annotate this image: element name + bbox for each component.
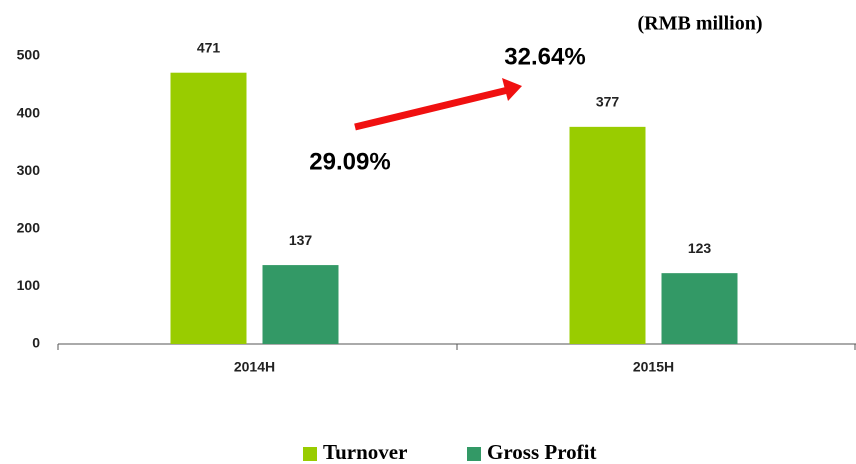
y-tick-label: 300 [17,162,41,178]
y-tick-label: 100 [17,277,41,293]
data-label: 471 [197,39,221,55]
bar [569,126,646,345]
y-tick-label: 0 [32,335,40,351]
legend-label: Gross Profit [487,440,596,464]
x-tick-label: 2014H [234,359,275,375]
annotation: 29.09% [309,148,390,175]
growth-arrow [354,86,509,131]
unit-label: (RMB million) [638,13,763,35]
data-label: 137 [289,232,313,248]
data-label: 123 [688,240,712,256]
bar [661,273,738,344]
bar [170,72,247,344]
y-tick-label: 500 [17,47,41,63]
legend-swatch [467,447,481,461]
data-label: 377 [596,94,620,110]
y-tick-label: 400 [17,104,41,120]
arrow-head [502,78,522,101]
legend-label: Turnover [323,440,407,464]
x-tick-label: 2015H [633,359,674,375]
annotation: 32.64% [504,43,585,70]
bar [262,265,339,344]
legend-swatch [303,447,317,461]
y-tick-label: 200 [17,220,41,236]
